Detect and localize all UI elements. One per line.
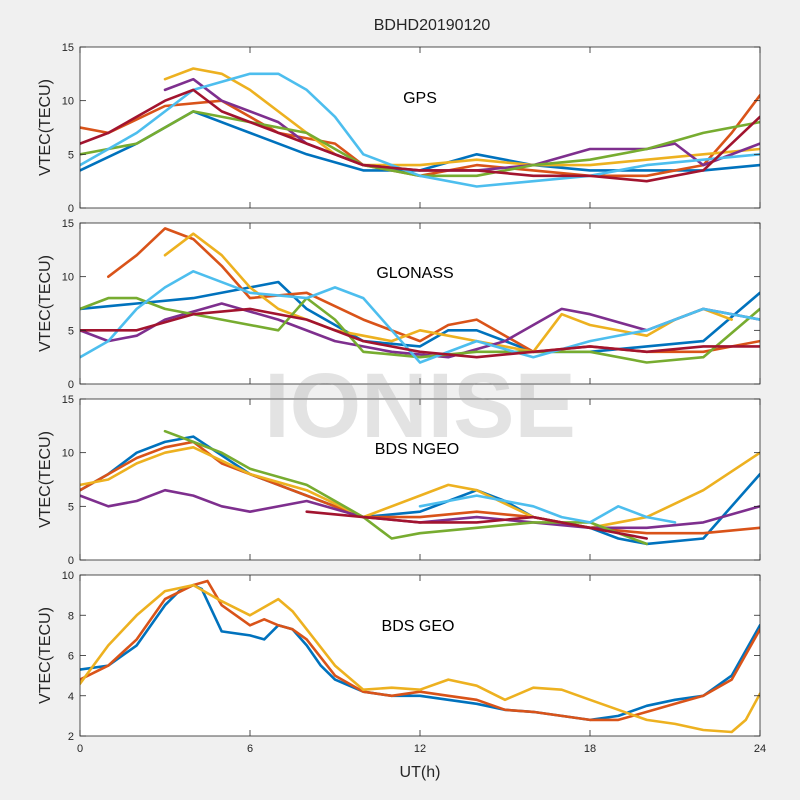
y-axis-label: VTEC(TECU): [37, 255, 54, 352]
y-tick-label: 2: [68, 731, 74, 743]
y-tick-label: 4: [68, 691, 74, 703]
y-tick-label: 5: [68, 501, 74, 513]
y-axis-label: VTEC(TECU): [37, 79, 54, 176]
series-line-5: [80, 270, 760, 364]
series-line-4: [163, 429, 648, 546]
series-group: [80, 227, 760, 364]
series-line-6: [305, 510, 648, 540]
y-tick-label: 10: [62, 570, 74, 582]
y-tick-label: 10: [62, 96, 74, 108]
y-tick-label: 15: [62, 218, 74, 230]
y-tick-label: 15: [62, 394, 74, 406]
series-group: [80, 429, 760, 546]
panel-1: 0 5 10 15 VTEC(TECU) GLONASS: [37, 218, 761, 391]
x-axis-label: UT(h): [400, 764, 441, 781]
series-line-5: [80, 72, 760, 188]
x-tick-label: 24: [754, 743, 766, 755]
series-line-0: [80, 435, 760, 546]
panel-2: 0 5 10 15 VTEC(TECU) BDS NGEO: [37, 394, 761, 567]
y-axis-label: VTEC(TECU): [37, 431, 54, 528]
watermark: IONISE: [264, 355, 576, 457]
y-tick-label: 5: [68, 325, 74, 337]
series-line-6: [80, 307, 760, 359]
panel-label: GPS: [403, 90, 437, 107]
series-line-3: [80, 488, 760, 530]
y-tick-label: 10: [62, 448, 74, 460]
x-tick-label: 18: [584, 743, 596, 755]
y-tick-label: 15: [62, 42, 74, 54]
y-tick-label: 10: [62, 272, 74, 284]
plot-area: [80, 575, 760, 736]
series-line-2: [80, 446, 760, 530]
panel-0: 0 5 10 15 VTEC(TECU) GPS: [37, 42, 761, 215]
panel-label: GLONASS: [376, 265, 453, 282]
x-tick-label: 12: [414, 743, 426, 755]
y-tick-label: 0: [68, 379, 74, 391]
panel-label: BDS NGEO: [375, 441, 459, 458]
y-axis-label: VTEC(TECU): [37, 607, 54, 704]
series-group: [80, 579, 760, 734]
y-tick-label: 0: [68, 555, 74, 567]
figure-title: BDHD20190120: [374, 17, 491, 34]
y-tick-label: 0: [68, 203, 74, 215]
series-group: [80, 67, 760, 188]
x-tick-label: 0: [77, 743, 83, 755]
series-line-6: [80, 88, 760, 183]
series-line-1: [80, 440, 760, 535]
series-line-5: [418, 494, 677, 524]
x-tick-label: 6: [247, 743, 253, 755]
series-line-0: [80, 280, 760, 354]
plot-area: [80, 47, 760, 208]
series-line-2: [163, 232, 733, 354]
panel-label: BDS GEO: [382, 618, 455, 635]
series-line-2: [80, 583, 760, 734]
y-tick-label: 8: [68, 610, 74, 622]
y-tick-label: 5: [68, 149, 74, 161]
y-tick-label: 6: [68, 651, 74, 663]
series-line-4: [80, 110, 760, 178]
